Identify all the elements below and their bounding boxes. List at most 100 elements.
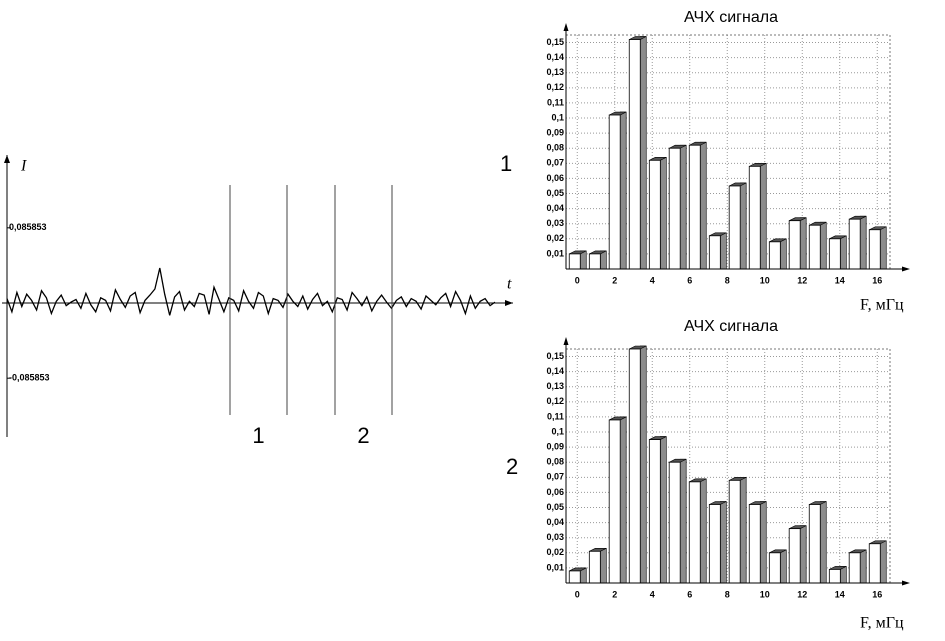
signal-line (6, 267, 496, 316)
y-axis-arrow (563, 23, 569, 31)
x-axis-arrow (902, 580, 910, 586)
bar (728, 479, 741, 584)
bar (628, 348, 641, 584)
x-tick-label: 10 (760, 589, 770, 599)
y-tick-label: 0,085853 (9, 222, 47, 232)
bar-side (699, 478, 707, 584)
bar-side (739, 182, 747, 270)
bar-side (639, 345, 647, 584)
x-tick-label: 4 (650, 275, 655, 285)
bar (668, 461, 681, 584)
x-tick-label: 14 (835, 589, 845, 599)
bar (648, 439, 661, 584)
bar-side (759, 163, 767, 270)
x-tick-label: 6 (687, 275, 692, 285)
chart-title: АЧХ сигнала (684, 318, 778, 335)
bar-side (859, 215, 867, 270)
bar (808, 504, 821, 584)
y-axis-arrow (4, 155, 10, 163)
bar (568, 570, 581, 584)
bar-side (720, 501, 727, 584)
y-tick-label: 0,02 (546, 547, 564, 557)
y-tick-label: 0,12 (546, 396, 564, 406)
y-tick-label: -0,085853 (9, 373, 50, 383)
y-tick-label: 0,14 (546, 366, 564, 376)
bar (868, 229, 881, 270)
bar-side (739, 477, 747, 584)
bar (628, 39, 641, 270)
x-tick-label: 8 (725, 589, 730, 599)
y-tick-label: 0,07 (546, 472, 564, 482)
x-tick-label: 8 (725, 275, 730, 285)
bar (608, 114, 621, 270)
segment-label: 2 (357, 423, 369, 448)
bar (588, 550, 601, 584)
y-tick-label: 0,13 (546, 67, 564, 77)
y-tick-label: 0,08 (546, 457, 564, 467)
bar (668, 147, 681, 270)
bar (788, 220, 801, 270)
y-tick-label: 0,11 (547, 97, 564, 107)
y-tick-label: 0,05 (546, 188, 564, 198)
bar (708, 504, 721, 584)
y-tick-label: 0,06 (546, 487, 564, 497)
bar (788, 528, 801, 584)
bar (768, 241, 781, 270)
bar (828, 569, 841, 584)
bar (848, 552, 861, 584)
bar-side (660, 436, 667, 584)
bar-side (720, 232, 727, 270)
y-tick-label: 0,01 (546, 562, 564, 572)
bar-side (780, 549, 787, 584)
bar-side (840, 235, 847, 270)
bar (808, 224, 821, 270)
y-tick-label: 0,15 (546, 37, 564, 47)
x-tick-label: 12 (797, 275, 807, 285)
bar-side (799, 525, 807, 584)
x-tick-label: 4 (650, 589, 655, 599)
bar-side (799, 217, 807, 270)
x-tick-label: 0 (575, 589, 580, 599)
bar-side (679, 144, 687, 270)
bar (648, 159, 661, 270)
bar-side (619, 111, 627, 270)
bar (568, 253, 581, 270)
x-tick-label: 2 (612, 275, 617, 285)
y-tick-label: 0,04 (546, 203, 564, 213)
y-tick-label: 0,06 (546, 173, 564, 183)
bar (688, 481, 701, 584)
bar (768, 552, 781, 584)
bar-side (780, 238, 787, 270)
bar-side (619, 416, 627, 584)
bar-side (679, 458, 687, 584)
y-tick-label: 0,09 (546, 442, 564, 452)
bar (848, 218, 861, 270)
y-axis-arrow (563, 337, 569, 345)
bar-side (879, 540, 887, 584)
bar-side (879, 226, 887, 270)
y-tick-label: 0,12 (546, 82, 564, 92)
x-axis-arrow (902, 266, 910, 272)
y-tick-label: 0,1 (551, 112, 564, 122)
bar (708, 235, 721, 270)
x-tick-label: 10 (760, 275, 770, 285)
x-tick-label: 12 (797, 589, 807, 599)
y-tick-label: 0,03 (546, 532, 564, 542)
bar (748, 504, 761, 584)
x-tick-label: 14 (835, 275, 845, 285)
bar-side (819, 501, 827, 584)
bar (728, 185, 741, 270)
x-tick-label: 6 (687, 589, 692, 599)
x-axis-label: F, мГц (860, 615, 904, 632)
bar (608, 419, 621, 584)
x-axis-arrow (505, 300, 513, 307)
x-axis-label: t (507, 276, 512, 293)
bar-side (600, 547, 607, 584)
y-tick-label: 0,08 (546, 143, 564, 153)
y-tick-label: 0,07 (546, 158, 564, 168)
y-tick-label: 0,03 (546, 218, 564, 228)
bar-side (660, 157, 667, 270)
segment-label: 1 (252, 423, 264, 448)
x-tick-label: 2 (612, 589, 617, 599)
y-tick-label: 0,09 (546, 128, 564, 138)
